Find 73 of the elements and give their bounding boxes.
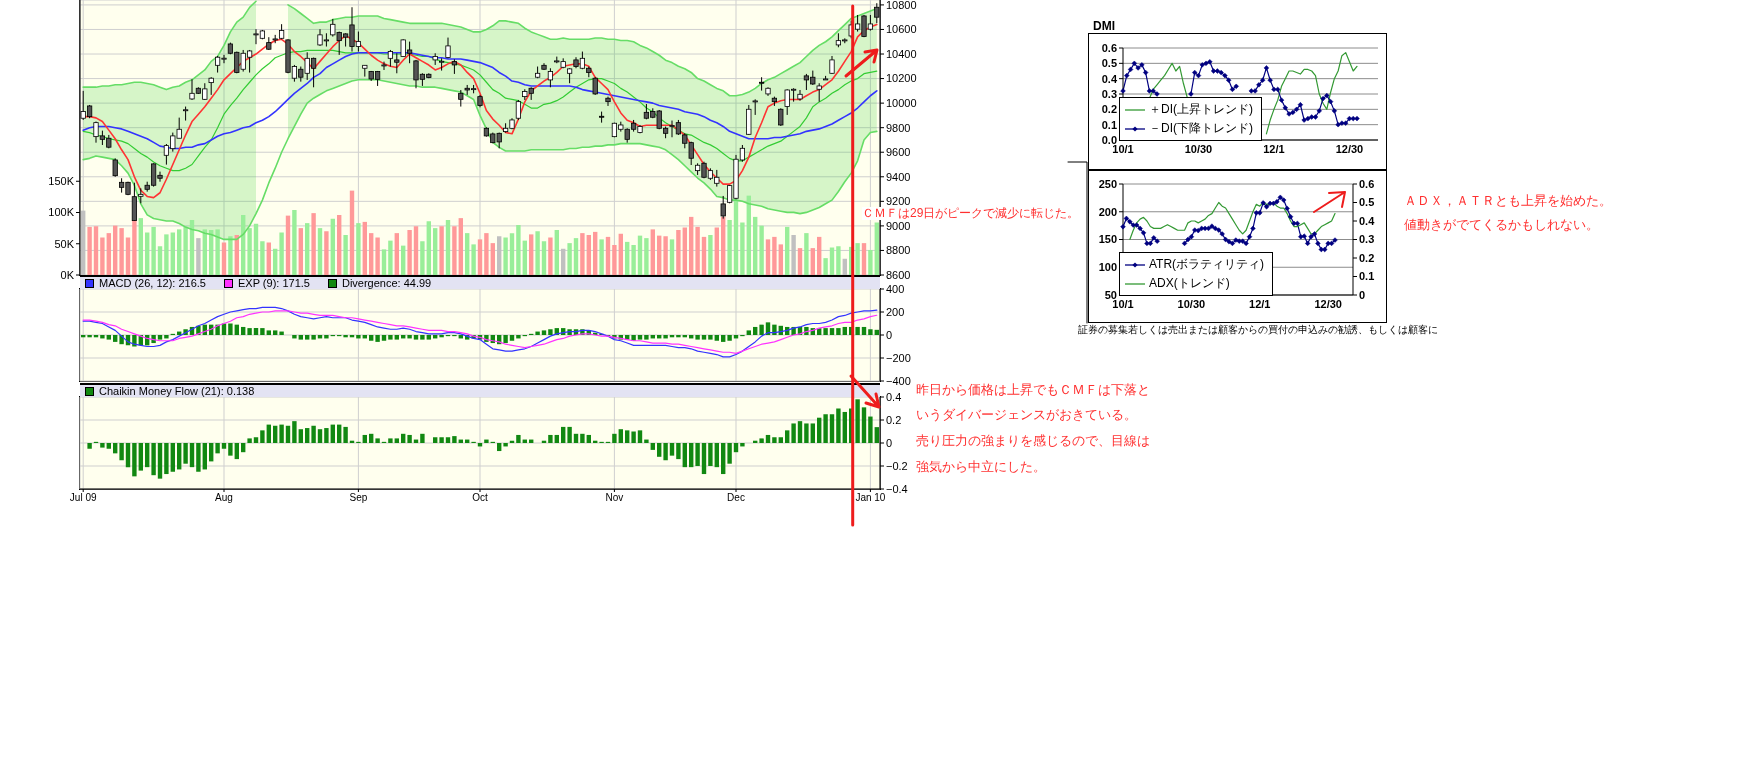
x-tick-label: 12/30: [1314, 297, 1342, 310]
y-tick-label: 9200: [886, 195, 911, 208]
y2-tick-label: 0.1: [1359, 270, 1375, 283]
y-tick-label: 9800: [886, 121, 911, 134]
legend-label: ATR(ボラティリティ): [1149, 256, 1265, 273]
legend-label: ADX(トレンド): [1149, 275, 1230, 292]
x-tick-label: Dec: [727, 492, 745, 504]
x-tick-label: 10/30: [1177, 297, 1206, 310]
y2-tick-label: 150K: [48, 175, 75, 188]
text: 証券の募集若しくは売出または顧客からの買付の申込みの勧誘、もしくは顧客に: [1078, 324, 1438, 335]
y-tick-label: 0.3: [1101, 87, 1117, 100]
x-tick-label: 10/30: [1184, 142, 1213, 155]
text: 値動きがでてくるかもしれない。: [1404, 217, 1599, 233]
y-tick-label: 9400: [886, 170, 911, 183]
y-tick-label: 0.5: [1101, 57, 1117, 70]
y-tick-label: 8600: [886, 268, 911, 281]
y-tick-label: 400: [886, 282, 905, 295]
y-tick-label: 9600: [886, 146, 911, 159]
text: 強気から中立にした。: [916, 459, 1046, 475]
y-tick-label: 250: [1098, 177, 1117, 190]
annotation: ＣＭＦは29日がピークで減少に転じた。: [862, 206, 1080, 221]
y-tick-label: 9000: [886, 219, 911, 232]
y-tick-label: −0.4: [886, 482, 908, 495]
legend-label: ＋DI(上昇トレンド): [1149, 101, 1253, 118]
y-tick-label: 0.1: [1101, 118, 1117, 131]
x-tick-label: 12/30: [1335, 142, 1364, 155]
y-tick-label: 0.4: [886, 390, 902, 403]
y-tick-label: 8800: [886, 244, 911, 257]
text: 昨日から価格は上昇でもＣＭＦは下落と: [916, 382, 1150, 398]
y2-tick-label: 0.4: [1359, 214, 1376, 227]
y-tick-label: 200: [1098, 205, 1117, 218]
y-tick-label: 0.2: [1101, 103, 1117, 116]
y-tick-label: 0.6: [1101, 41, 1117, 54]
y-tick-label: 10800: [886, 0, 917, 11]
text: いうダイバージェンスがおきている。: [916, 407, 1137, 423]
y-tick-label: 0.4: [1101, 72, 1118, 85]
y-tick-label: 150: [1098, 233, 1117, 246]
y2-tick-label: 0: [1359, 288, 1366, 301]
y2-tick-label: 100K: [48, 206, 75, 219]
y-tick-label: 100: [1098, 261, 1117, 274]
x-tick-label: Jul 09: [69, 492, 97, 504]
y-tick-label: 200: [886, 305, 905, 318]
y-tick-label: 10200: [886, 72, 917, 85]
y-tick-label: 0.2: [886, 413, 902, 426]
x-tick-label: Jan 10: [855, 492, 886, 504]
y2-tick-label: 50K: [54, 237, 75, 250]
x-tick-label: 12/1: [1249, 297, 1271, 310]
x-tick-label: 12/1: [1263, 142, 1285, 155]
y-tick-label: 10600: [886, 23, 917, 36]
legend-label: EXP (9): 171.5: [238, 277, 310, 289]
y-tick-label: −400: [886, 374, 911, 387]
y-tick-label: 0: [886, 436, 893, 449]
y-tick-label: −200: [886, 351, 911, 364]
chart-title: DMI: [1093, 19, 1115, 33]
legend-label: Chaikin Money Flow (21): 0.138: [99, 385, 255, 397]
y2-tick-label: 0.6: [1359, 177, 1375, 190]
y-tick-label: −0.2: [886, 459, 908, 472]
legend-label: Divergence: 44.99: [341, 277, 432, 289]
x-tick-label: Aug: [215, 492, 233, 504]
text: ＡＤＸ，ＡＴＲとも上昇を始めた。: [1404, 193, 1612, 209]
y2-tick-label: 0K: [60, 268, 75, 281]
x-tick-label: Oct: [472, 492, 488, 504]
x-tick-label: Nov: [605, 492, 624, 504]
y-tick-label: 10000: [886, 97, 917, 110]
y-tick-label: 10400: [886, 47, 917, 60]
x-tick-label: Sep: [349, 492, 368, 504]
text: 売り圧力の強まりを感じるので、目線は: [916, 433, 1150, 449]
y-tick-label: 0: [886, 328, 893, 341]
y2-tick-label: 0.3: [1359, 233, 1375, 246]
legend-label: －DI(下降トレンド): [1149, 120, 1253, 137]
legend-label: MACD (26, 12): 216.5: [99, 277, 206, 289]
y2-tick-label: 0.5: [1359, 196, 1375, 209]
y2-tick-label: 0.2: [1359, 251, 1375, 264]
